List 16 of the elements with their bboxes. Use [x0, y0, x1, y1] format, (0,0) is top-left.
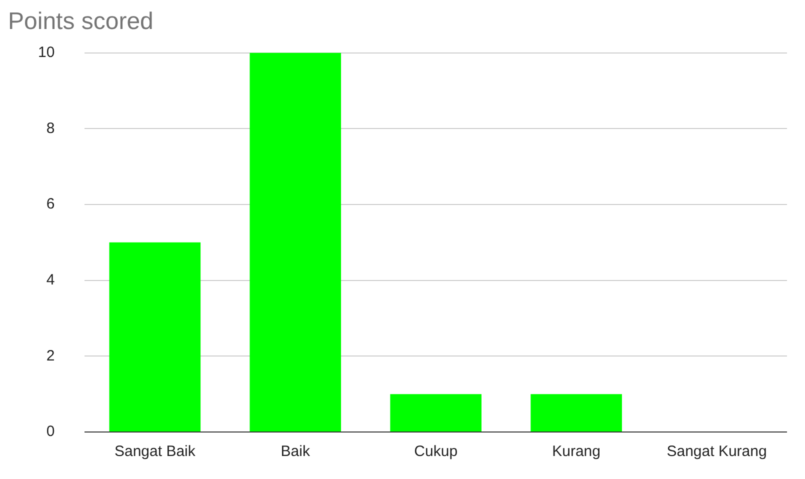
- y-tick-label: 2: [46, 347, 55, 364]
- bar: [109, 242, 201, 432]
- x-tick-label: Cukup: [414, 443, 458, 460]
- y-tick-label: 4: [46, 271, 55, 288]
- x-tick-label: Baik: [280, 443, 310, 460]
- y-tick-label: 6: [46, 196, 55, 213]
- x-tick-label: Sangat Baik: [114, 443, 196, 460]
- bar: [250, 52, 342, 432]
- x-tick-label: Sangat Kurang: [666, 443, 767, 460]
- chart-title: Points scored: [8, 8, 154, 36]
- bar: [530, 394, 622, 432]
- bar: [390, 394, 482, 432]
- y-tick-label: 8: [46, 120, 55, 137]
- x-tick-label: Kurang: [552, 443, 600, 460]
- y-tick-label: 10: [38, 44, 55, 61]
- y-tick-label: 0: [46, 423, 55, 440]
